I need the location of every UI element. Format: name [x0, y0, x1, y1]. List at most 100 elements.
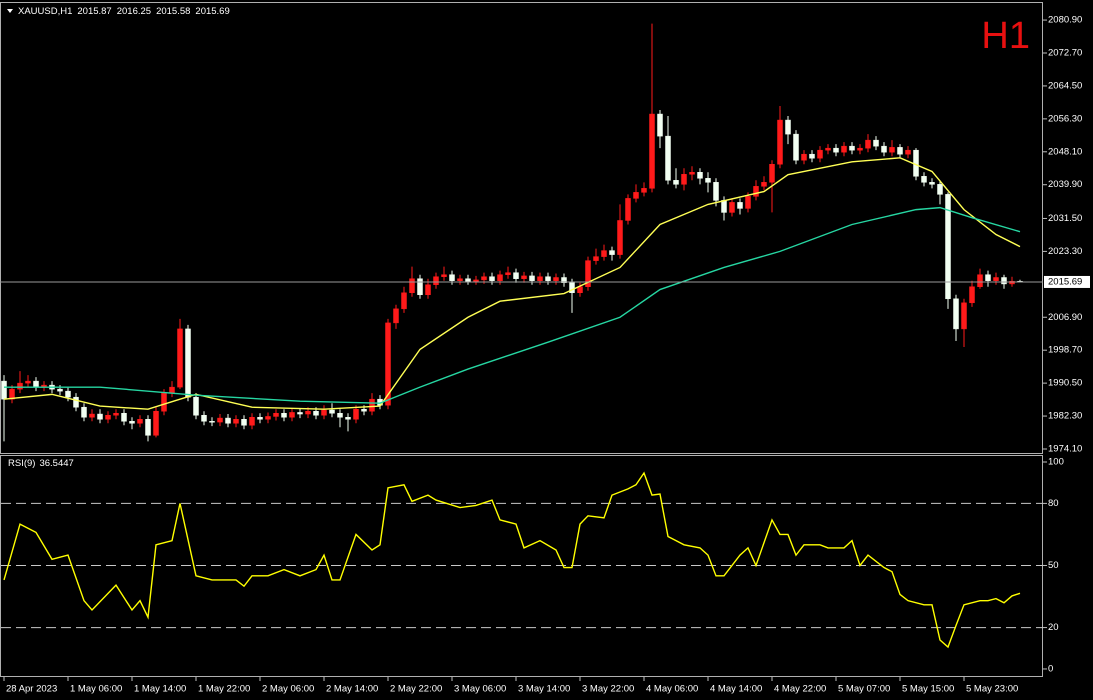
candle-body	[217, 417, 223, 423]
candle-body	[881, 145, 887, 153]
candle-body	[713, 182, 719, 201]
candle-body	[793, 133, 799, 161]
candle-body	[33, 380, 39, 388]
y-tick-label: 1974.10	[1048, 444, 1082, 455]
candle-body	[809, 153, 815, 159]
candle-body	[417, 278, 423, 296]
candle-body	[961, 302, 967, 330]
candle-body	[777, 119, 783, 165]
candle-body	[977, 274, 983, 287]
y-tick-label: 2064.50	[1048, 80, 1082, 91]
y-tick-label: 2006.90	[1048, 312, 1082, 323]
x-tick-label: 28 Apr 2023	[6, 684, 57, 695]
candle-body	[353, 408, 359, 420]
candle-body	[617, 220, 623, 255]
candle-body	[921, 176, 927, 183]
candle-body	[753, 186, 759, 197]
candle-body	[529, 275, 535, 281]
rsi-header: RSI(9) 36.5447	[8, 458, 74, 469]
moving-average	[3, 157, 1021, 410]
rsi-panel-frame	[0, 455, 1043, 677]
candle-body	[953, 298, 959, 330]
x-tick-label: 4 May 14:00	[710, 684, 762, 695]
candle-body	[73, 396, 79, 408]
candle-body	[305, 410, 311, 415]
candle-body	[401, 292, 407, 310]
candle-body	[257, 417, 263, 420]
candle-body	[113, 412, 119, 416]
candle-body	[433, 276, 439, 285]
candle-body	[657, 113, 663, 137]
y-tick-label: 2072.70	[1048, 48, 1082, 59]
candle-body	[593, 256, 599, 261]
candle-body	[521, 275, 527, 279]
candle-body	[449, 274, 455, 281]
y-tick-label: 2056.30	[1048, 113, 1082, 124]
candle-body	[177, 328, 183, 388]
symbol: XAUUSD,H1	[18, 6, 72, 17]
candle-body	[569, 282, 575, 294]
candle-body	[609, 250, 615, 255]
candle-body	[929, 182, 935, 185]
candle-body	[409, 278, 415, 294]
candle-body	[601, 250, 607, 257]
y-tick-label: 1990.50	[1048, 378, 1082, 389]
candle-body	[801, 153, 807, 161]
candle-body	[905, 149, 911, 155]
candle-body	[481, 276, 487, 281]
candle-body	[9, 388, 15, 400]
candle-body	[745, 196, 751, 209]
candle-body	[345, 417, 351, 420]
rsi-tick-label: 0	[1048, 663, 1053, 674]
current-price-label: 2015.69	[1048, 276, 1082, 287]
candle-body	[169, 386, 175, 394]
candle-body	[849, 145, 855, 151]
candle-body	[553, 277, 559, 281]
candle-body	[833, 147, 839, 153]
rsi-tick-label: 80	[1048, 498, 1059, 509]
x-tick-label: 3 May 22:00	[582, 684, 634, 695]
rsi-tick-label: 20	[1048, 622, 1059, 633]
candle-body	[873, 139, 879, 147]
x-tick-label: 4 May 06:00	[646, 684, 698, 695]
rsi-value: 36.5447	[39, 458, 73, 469]
candle-body	[265, 416, 271, 420]
candle-body	[209, 421, 215, 423]
x-tick-label: 4 May 22:00	[774, 684, 826, 695]
candle-body	[369, 398, 375, 412]
candle-body	[473, 279, 479, 282]
candle-body	[681, 174, 687, 185]
candle-body	[105, 415, 111, 420]
menu-triangle[interactable]	[7, 9, 13, 13]
candle-body	[465, 278, 471, 282]
candle-body	[161, 392, 167, 412]
candle-body	[225, 417, 231, 424]
ohlc-close: 2015.69	[195, 6, 229, 17]
candle-body	[313, 410, 319, 416]
candle-body	[993, 277, 999, 281]
candle-body	[985, 274, 991, 281]
y-tick-label: 2080.90	[1048, 15, 1082, 26]
candle-body	[513, 272, 519, 279]
candle-body	[969, 286, 975, 304]
candle-body	[273, 412, 279, 417]
y-tick-label: 1982.30	[1048, 411, 1082, 422]
candle-body	[89, 413, 95, 418]
candle-body	[65, 390, 71, 398]
x-tick-label: 2 May 06:00	[262, 684, 314, 695]
candle-body	[385, 322, 391, 406]
candle-body	[841, 145, 847, 153]
candle-body	[153, 410, 159, 436]
x-tick-label: 2 May 14:00	[326, 684, 378, 695]
candle-body	[185, 328, 191, 398]
candle-body	[241, 419, 247, 426]
candle-body	[897, 147, 903, 155]
candle-body	[697, 172, 703, 179]
candle-body	[497, 274, 503, 281]
candle-body	[441, 274, 447, 277]
ohlc-low: 2015.58	[156, 6, 190, 17]
x-tick-label: 5 May 07:00	[838, 684, 890, 695]
candle-body	[321, 409, 327, 416]
y-tick-label: 2023.30	[1048, 246, 1082, 257]
